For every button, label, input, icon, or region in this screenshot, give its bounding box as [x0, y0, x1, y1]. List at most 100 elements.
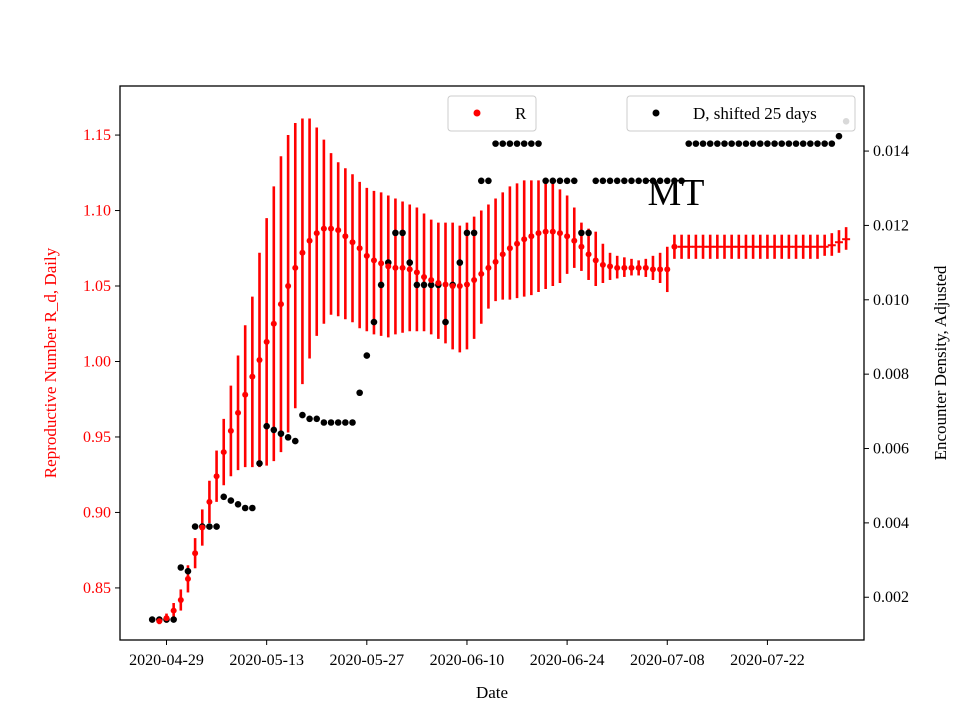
y-tick-left-label: 1.15	[83, 127, 111, 144]
d-point	[735, 140, 743, 147]
r-point	[621, 264, 628, 271]
r-point	[277, 301, 284, 308]
legend-r-label: R	[515, 104, 527, 123]
d-point	[556, 177, 564, 185]
y-tick-left-label: 1.10	[83, 203, 111, 220]
r-point	[642, 264, 649, 271]
d-point	[363, 352, 371, 359]
y-tick-right-label: 0.004	[873, 515, 909, 532]
d-point	[342, 419, 349, 426]
r-point	[163, 615, 170, 622]
d-point	[642, 177, 650, 185]
d-point	[570, 177, 578, 185]
d-point	[306, 415, 313, 423]
d-point	[685, 140, 693, 147]
d-point	[170, 616, 177, 623]
r-point	[313, 230, 320, 237]
r-point	[421, 273, 428, 280]
r-point	[556, 230, 563, 237]
d-point	[585, 229, 592, 237]
d-point	[356, 389, 363, 397]
r-point	[206, 498, 213, 505]
d-point	[807, 140, 814, 147]
r-point	[592, 257, 599, 264]
d-point	[392, 229, 399, 237]
r-point	[342, 233, 349, 240]
d-point	[692, 140, 700, 147]
r-point	[249, 373, 256, 380]
legend-r: R	[447, 95, 537, 132]
d-point	[578, 229, 585, 237]
r-point	[671, 243, 678, 250]
r-point	[413, 269, 420, 276]
r-point	[349, 239, 356, 246]
d-point	[227, 497, 235, 504]
r-point	[492, 258, 499, 265]
y-tick-right-label: 0.014	[873, 143, 909, 160]
d-point	[542, 177, 549, 185]
r-point	[270, 320, 277, 327]
r-point	[399, 264, 406, 271]
d-point	[313, 415, 321, 423]
d-point	[270, 426, 278, 434]
d-point	[241, 504, 249, 512]
d-point	[835, 132, 843, 140]
d-point	[656, 177, 664, 185]
r-point	[614, 264, 621, 271]
r-point	[599, 261, 606, 268]
d-point	[399, 229, 406, 237]
d-point	[528, 140, 535, 147]
d-point	[635, 177, 642, 185]
r-point	[170, 607, 177, 614]
y-tick-right-label: 0.010	[873, 292, 909, 309]
r-point	[528, 233, 535, 240]
r-point	[571, 237, 578, 244]
x-tick-label: 2020-05-13	[229, 652, 304, 669]
d-point	[456, 259, 464, 266]
d-point	[592, 177, 600, 185]
d-point	[785, 140, 793, 147]
d-point	[370, 318, 378, 326]
d-point	[334, 419, 342, 426]
r-point	[564, 233, 571, 240]
d-point	[463, 229, 471, 237]
r-point	[456, 283, 463, 290]
legend-d: D, shifted 25 days	[626, 95, 856, 132]
y-axis-left: 0.85 0.90 0.95 1.00 1.05 1.10 1.15	[83, 127, 120, 597]
r-point	[499, 251, 506, 258]
d-point	[406, 259, 414, 266]
d-point	[814, 140, 821, 147]
r-point	[585, 251, 592, 258]
d-point	[492, 140, 499, 147]
d-point	[427, 281, 435, 289]
y-tick-right-label: 0.012	[873, 217, 909, 234]
d-point	[599, 177, 607, 185]
d-point	[778, 140, 786, 147]
r-point	[406, 266, 413, 273]
series-d	[148, 118, 850, 623]
legend-d-frame	[626, 95, 856, 132]
d-point	[177, 564, 185, 571]
d-point	[299, 411, 306, 419]
r-point	[664, 266, 671, 273]
r-point	[213, 473, 220, 480]
r-point	[370, 257, 377, 264]
r-point	[463, 281, 470, 288]
r-point	[227, 427, 234, 434]
d-point	[256, 460, 263, 467]
y-axis-left-label: Reproductive Number R_d, Daily	[41, 247, 60, 478]
y-axis-right-label: Encounter Density, Adjusted	[931, 265, 950, 460]
d-point	[621, 177, 628, 185]
r-point	[628, 264, 635, 271]
r-point	[220, 449, 227, 456]
x-tick-label: 2020-07-08	[630, 652, 705, 669]
x-tick-label: 2020-06-24	[530, 652, 605, 669]
d-point	[249, 504, 256, 512]
d-point	[706, 140, 714, 147]
d-point	[277, 430, 285, 437]
x-axis-label: Date	[476, 683, 508, 702]
d-point	[678, 177, 685, 185]
d-point	[485, 177, 492, 185]
d-point	[327, 419, 335, 426]
y-tick-right-label: 0.002	[873, 589, 909, 606]
